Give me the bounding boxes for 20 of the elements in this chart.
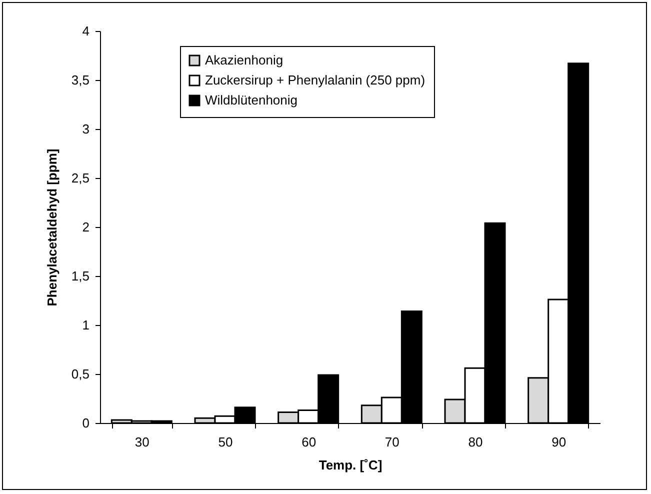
y-tick-label: 2,5 [71,170,90,186]
legend-label: Akazienhonig [205,52,284,68]
legend-label: Zuckersirup + Phenylalanin (250 ppm) [205,72,426,88]
y-tick-label: 1 [82,318,90,332]
x-tick-label: 50 [218,434,233,450]
x-axis-title: Temp. [˚C] [318,458,382,472]
x-tick-label: 80 [468,434,483,450]
y-tick-label: 2 [82,220,90,234]
y-tick-label: 3 [82,122,90,136]
y-tick-label: 0,5 [71,366,90,382]
x-tick-label: 60 [302,434,316,450]
y-tick-label: 0 [82,416,90,430]
x-tick-label: 90 [552,434,566,450]
x-tick-label: 70 [384,434,400,450]
y-tick-label: 1,5 [71,268,90,284]
y-tick-label: 3,5 [71,72,90,88]
legend-label: Wildblütenhonig [205,92,298,108]
y-tick-label: 4 [82,24,90,38]
x-tick-label: 30 [134,434,150,450]
y-axis-title: Phenylacetaldehyd [ppm] [44,148,60,306]
